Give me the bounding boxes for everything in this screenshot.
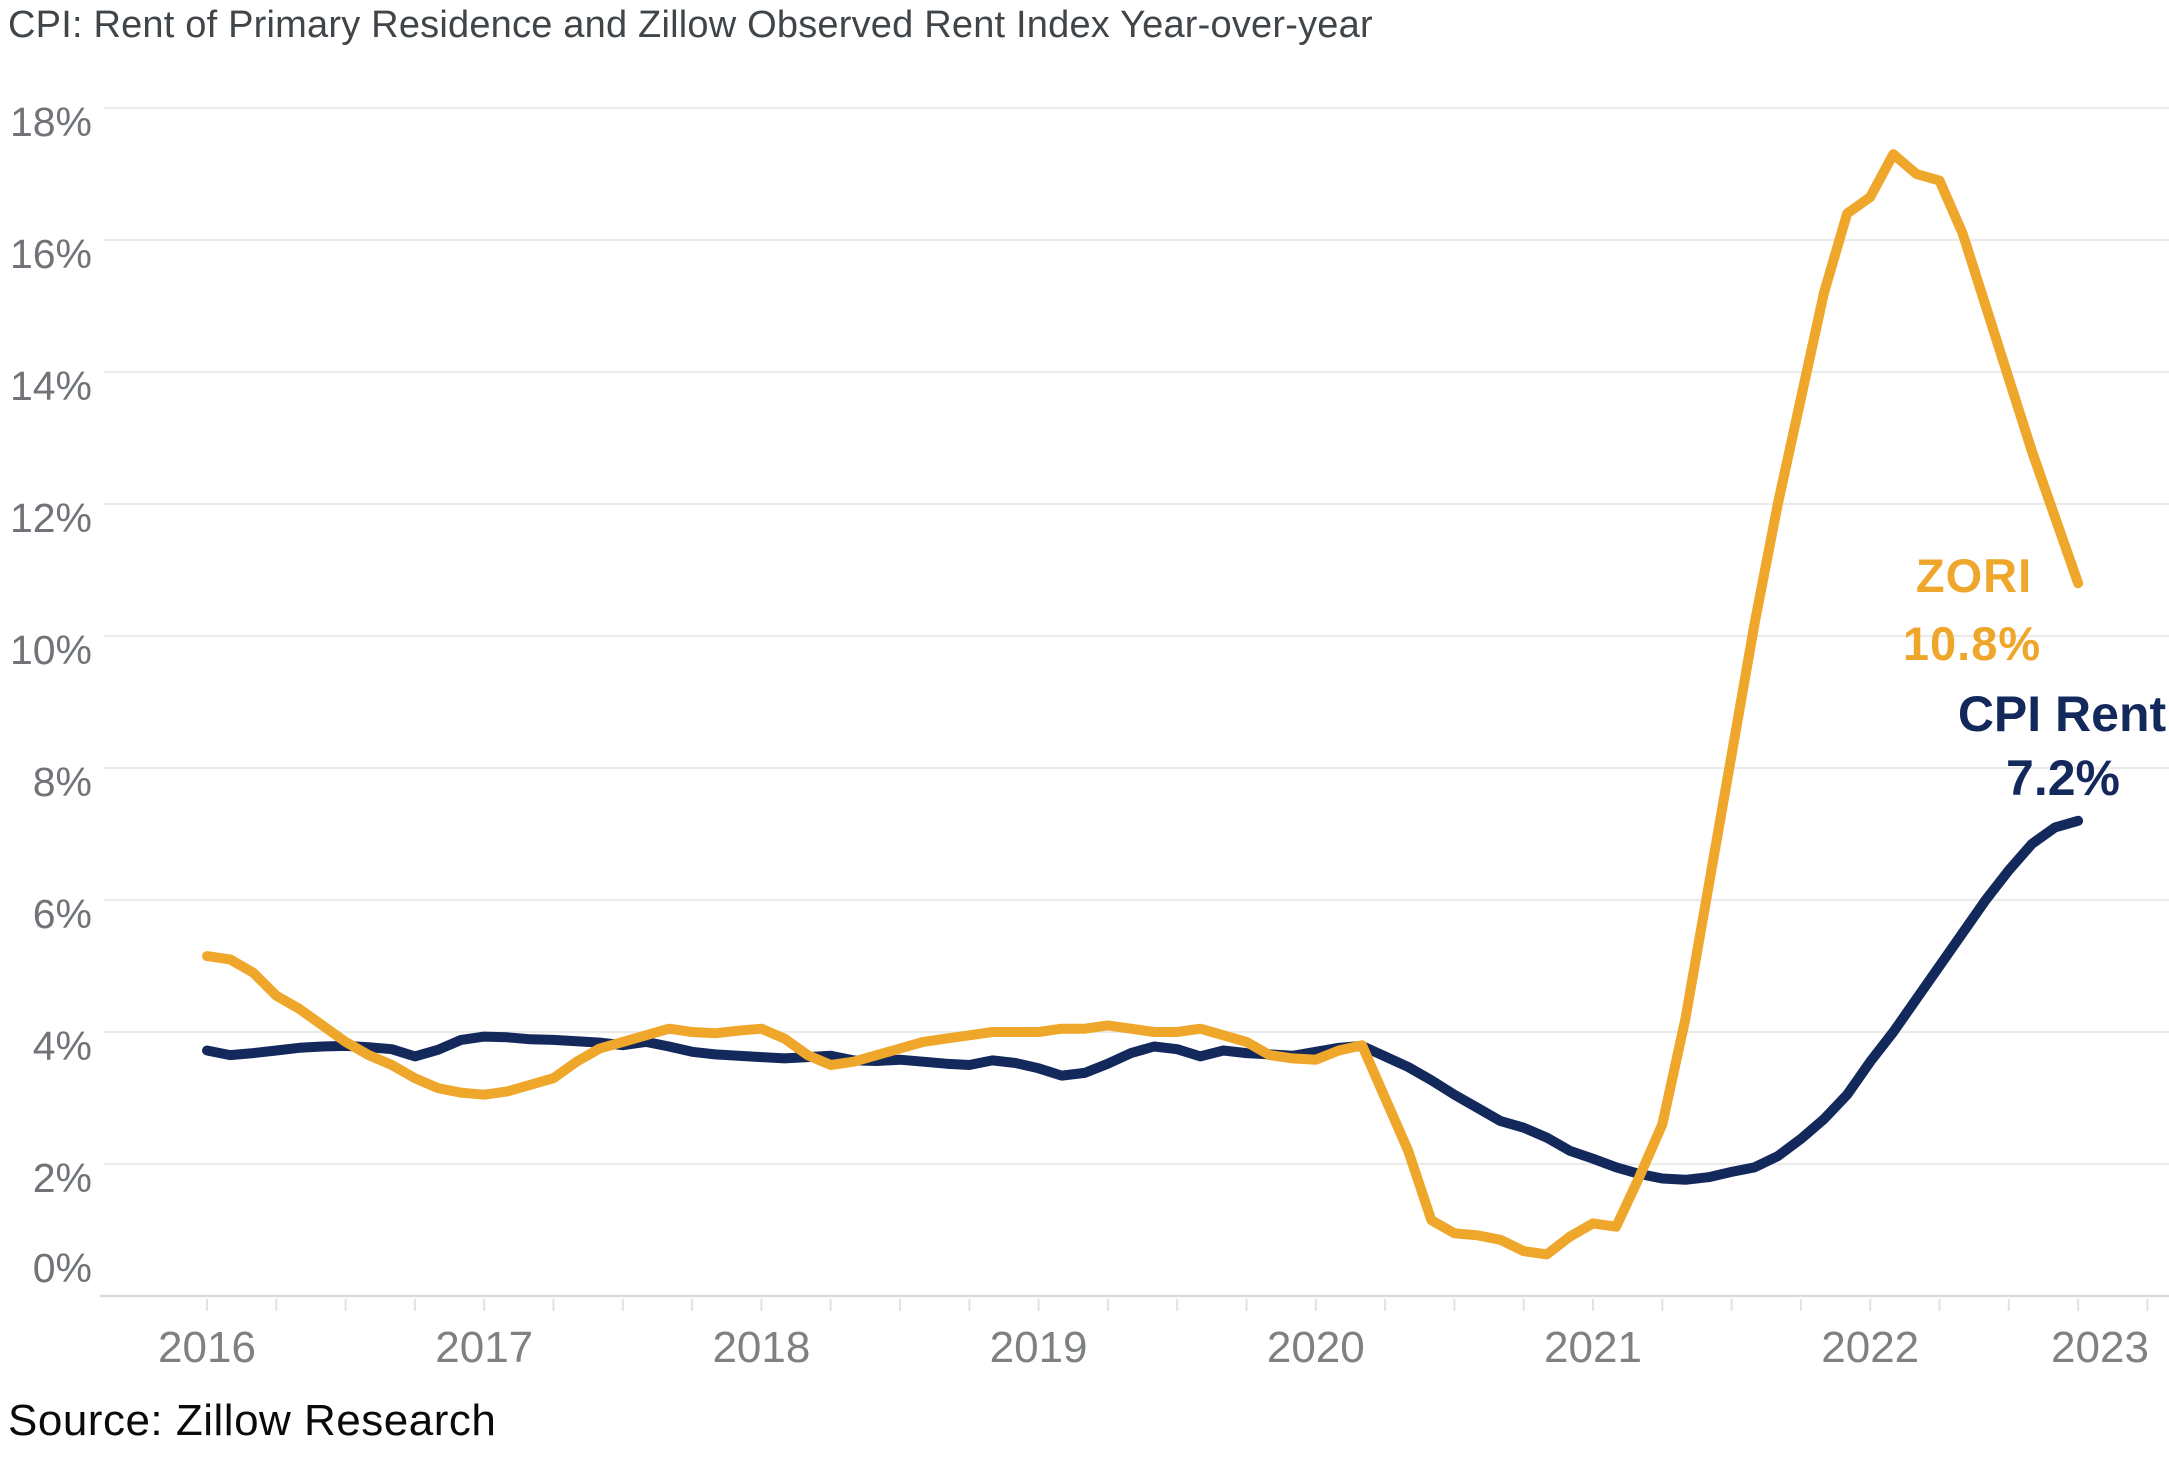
- zori-value-label: 10.8%: [1903, 617, 2041, 670]
- source-note: Source: Zillow Research: [8, 1396, 497, 1445]
- x-axis-minor-ticks: [206, 1299, 2149, 1311]
- y-tick-label: 10%: [10, 627, 92, 673]
- y-tick-label: 18%: [10, 99, 92, 145]
- y-axis-labels: 0% 2% 4% 6% 8% 10% 12% 14% 16% 18%: [10, 99, 92, 1291]
- x-tick-label: 2019: [990, 1323, 1088, 1372]
- y-tick-label: 4%: [33, 1023, 92, 1069]
- chart-title: CPI: Rent of Primary Residence and Zillo…: [8, 4, 1373, 46]
- x-tick-label: 2018: [712, 1323, 810, 1372]
- gridlines: [100, 106, 2169, 1298]
- zori-series-label: ZORI: [1916, 549, 2032, 602]
- y-tick-label: 14%: [10, 363, 92, 409]
- x-tick-label: 2020: [1267, 1323, 1365, 1372]
- x-tick-label: 2021: [1544, 1323, 1642, 1372]
- y-tick-label: 2%: [33, 1155, 92, 1201]
- y-tick-label: 16%: [10, 231, 92, 277]
- y-tick-label: 6%: [33, 891, 92, 937]
- x-tick-label: 2017: [435, 1323, 533, 1372]
- y-tick-label: 8%: [33, 759, 92, 805]
- cpi-rent-series-label: CPI Rent: [1958, 686, 2167, 742]
- cpi-rent-value-label: 7.2%: [2006, 750, 2120, 806]
- x-tick-label: 2023: [2051, 1323, 2149, 1372]
- cpi-rent-line: [202, 815, 2084, 1185]
- x-axis-labels: 2016 2017 2018 2019 2020 2021 2022 2023: [158, 1323, 2149, 1372]
- y-tick-label: 12%: [10, 495, 92, 541]
- series-lines: [202, 149, 2084, 1260]
- x-tick-label: 2022: [1821, 1323, 1919, 1372]
- zori-line: [202, 149, 2084, 1260]
- y-tick-label: 0%: [33, 1245, 92, 1291]
- x-tick-label: 2016: [158, 1323, 256, 1372]
